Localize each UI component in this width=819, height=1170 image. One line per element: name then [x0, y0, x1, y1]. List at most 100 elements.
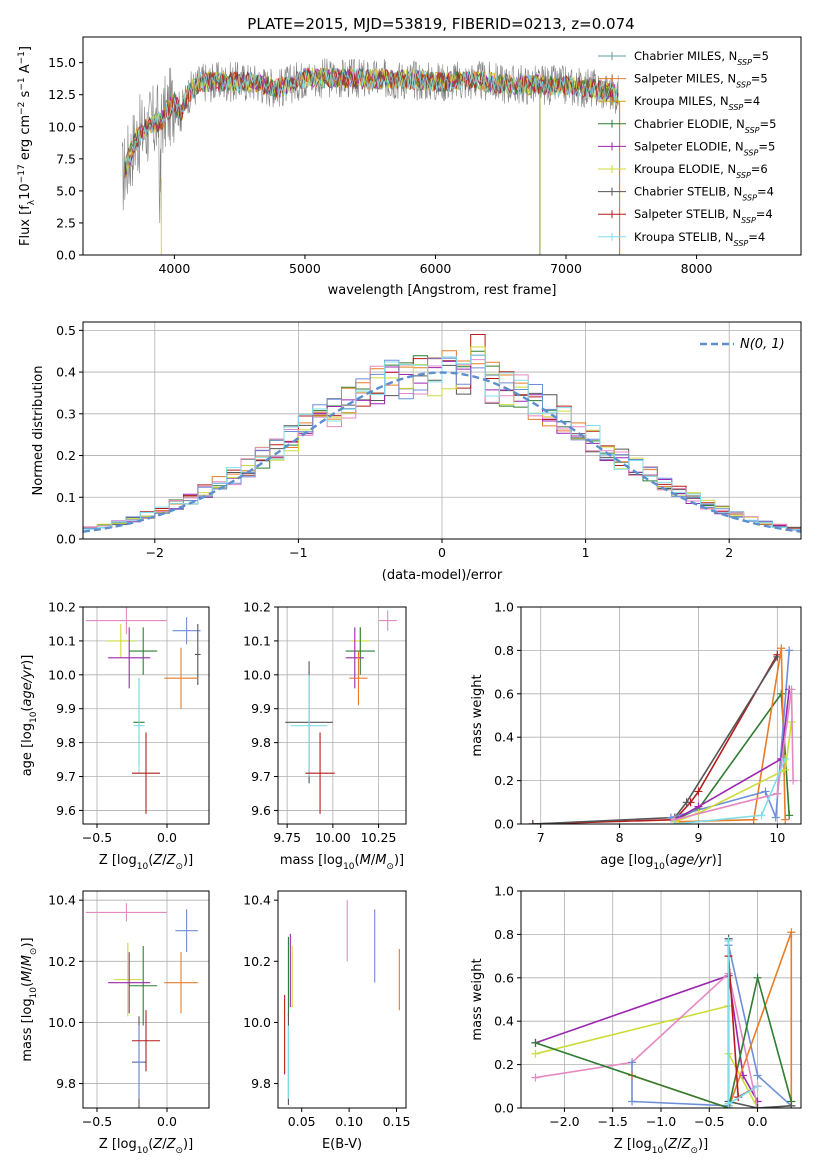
- x-axis-label: Z [log10(Z/Z⊙)]: [614, 1137, 708, 1156]
- x-axis-label: mass [log10(M/M⊙)]: [280, 853, 404, 872]
- weight-point: [777, 689, 786, 698]
- x-tick-label: 0.0: [748, 1114, 768, 1129]
- y-tick-label: 12.5: [48, 87, 76, 102]
- y-tick-label: 10.4: [48, 893, 76, 908]
- weight-point: [787, 685, 796, 694]
- weight-point: [724, 936, 733, 945]
- gaussian-curve: [83, 371, 801, 533]
- x-tick-label: 8: [616, 830, 624, 845]
- figure-title: PLATE=2015, MJD=53819, FIBERID=0213, z=0…: [247, 15, 634, 33]
- x-tick-label: 9: [694, 830, 702, 845]
- weight-series-line: [631, 945, 792, 1107]
- y-tick-label: 9.6: [251, 803, 271, 818]
- y-axis-label: Flux [fλ10−17 erg cm−2 s−1 A−1]: [17, 46, 37, 246]
- y-axis-label: mass [log10(M/M⊙)]: [20, 937, 39, 1061]
- x-axis-label: wavelength [Angstrom, rest frame]: [328, 283, 557, 298]
- x-tick-label: 0: [438, 545, 446, 560]
- weight-point: [781, 754, 790, 763]
- legend-label: Chabrier ELODIE, NSSP=5: [634, 117, 776, 135]
- line-group: [528, 644, 798, 824]
- y-tick-label: 0.8: [494, 927, 514, 942]
- y-tick-label: 0.5: [56, 323, 76, 338]
- errorbar-group: [85, 903, 198, 1108]
- x-tick-label: −0.5: [694, 1114, 724, 1129]
- x-tick-label: 0.0: [157, 830, 177, 845]
- weight-series-line: [535, 974, 759, 1102]
- y-axis-label: age [log10(age/yr)]: [20, 655, 39, 777]
- x-tick-label: 8000: [681, 261, 713, 276]
- model-spectrum-line: [124, 67, 619, 169]
- weight-point: [781, 815, 790, 824]
- weight-series-line: [674, 691, 790, 821]
- spectrum-traces: [121, 58, 621, 255]
- weight-point: [531, 1073, 540, 1082]
- weight-point: [682, 798, 691, 807]
- y-tick-label: 0.2: [494, 1057, 514, 1072]
- y-tick-label: 10.2: [48, 954, 76, 969]
- plot-frame: [277, 606, 407, 825]
- y-tick-label: 9.7: [251, 769, 271, 784]
- plot-frame: [82, 36, 802, 256]
- legend-label: Chabrier STELIB, NSSP=4: [634, 185, 774, 203]
- legend-label: Salpeter MILES, NSSP=5: [634, 72, 768, 90]
- weight-point: [781, 765, 790, 774]
- y-axis-label: Normed distribution: [31, 366, 46, 496]
- y-tick-label: 2.5: [56, 215, 76, 230]
- x-tick-label: 10: [769, 830, 785, 845]
- legend-label: Kroupa ELODIE, NSSP=6: [634, 162, 768, 180]
- y-tick-label: 10.0: [48, 119, 76, 134]
- line-group: [531, 928, 796, 1108]
- weight-point: [787, 1101, 796, 1108]
- plot-frame: [277, 890, 407, 1109]
- y-tick-label: 0.0: [494, 817, 514, 832]
- histogram-series: [83, 354, 801, 532]
- y-tick-label: 10.1: [48, 633, 76, 648]
- x-tick-label: 4000: [158, 261, 190, 276]
- y-tick-label: 10.0: [48, 1015, 76, 1030]
- errorbar-group: [85, 607, 201, 814]
- weight-series-line: [674, 689, 790, 821]
- x-tick-label: 0.15: [383, 1114, 411, 1129]
- plot-frame: [82, 606, 210, 825]
- x-tick-label: 10.00: [315, 830, 351, 845]
- y-tick-label: 10.2: [243, 600, 271, 615]
- plot-frame: [520, 890, 802, 1109]
- y-tick-label: 0.6: [494, 970, 514, 985]
- x-tick-label: −2.0: [549, 1114, 579, 1129]
- x-tick-label: −1.0: [646, 1114, 676, 1129]
- weight-point: [753, 1071, 762, 1080]
- y-tick-label: 10.4: [243, 893, 271, 908]
- histogram-group: [83, 334, 801, 533]
- y-axis-label: mass weight: [470, 958, 485, 1040]
- weight-point: [749, 815, 758, 824]
- legend-label: N(0, 1): [740, 337, 785, 352]
- plot-frame: [82, 321, 802, 540]
- y-tick-label: 0.4: [494, 1014, 514, 1029]
- legend-label: Kroupa STELIB, NSSP=4: [634, 230, 765, 248]
- weight-point: [761, 787, 770, 796]
- y-tick-label: 10.2: [48, 600, 76, 615]
- errorbar-group: [284, 900, 400, 1105]
- x-axis-label: Z [log10(Z/Z⊙)]: [99, 853, 193, 872]
- weight-point: [694, 787, 703, 796]
- y-tick-label: 0.0: [56, 248, 76, 263]
- x-tick-label: −0.5: [82, 830, 112, 845]
- model-spectrum-line: [124, 67, 619, 173]
- y-tick-label: 0.6: [494, 686, 514, 701]
- y-tick-label: 9.9: [251, 701, 271, 716]
- y-tick-label: 0.8: [494, 643, 514, 658]
- x-axis-label: (data-model)/error: [382, 568, 503, 583]
- weight-point: [628, 1058, 637, 1067]
- weight-point: [787, 928, 796, 937]
- y-tick-label: 9.6: [56, 803, 76, 818]
- x-tick-label: 7000: [550, 261, 582, 276]
- x-tick-label: 0.10: [335, 1114, 363, 1129]
- y-tick-label: 10.0: [48, 667, 76, 682]
- y-axis-label: mass weight: [470, 674, 485, 756]
- weight-point: [531, 1038, 540, 1047]
- y-tick-label: 10.0: [243, 1015, 271, 1030]
- y-tick-label: 0.3: [56, 406, 76, 421]
- y-tick-label: 9.7: [56, 769, 76, 784]
- y-tick-label: 0.2: [494, 773, 514, 788]
